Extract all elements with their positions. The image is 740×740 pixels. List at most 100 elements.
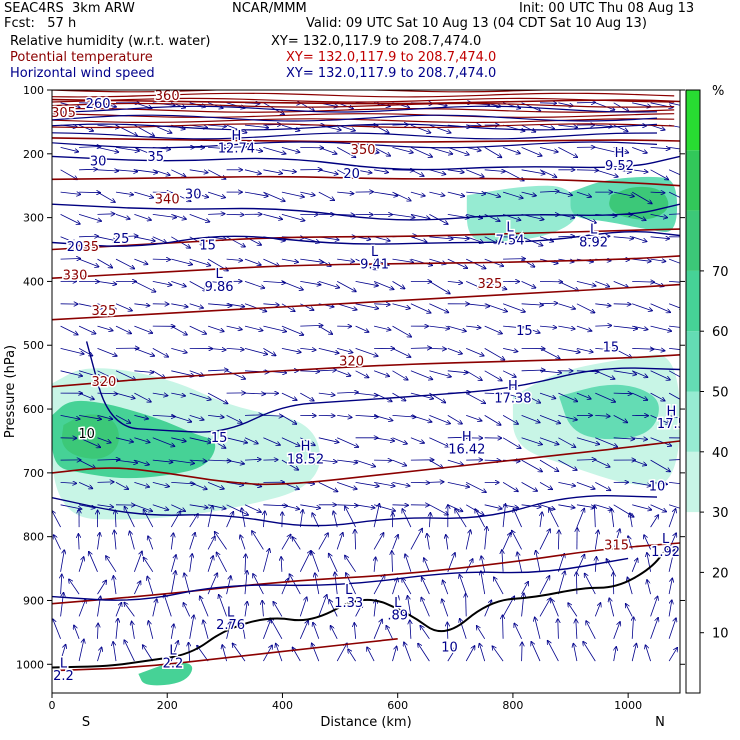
- wind-vector: [558, 147, 577, 157]
- wind-vector: [125, 507, 135, 528]
- rh-region-70: [609, 186, 669, 220]
- wind-vector: [115, 325, 131, 333]
- wind-vector: [447, 647, 457, 662]
- hl-marker-kind: H: [462, 430, 472, 445]
- wind-vector: [189, 303, 203, 308]
- wind-vector: [373, 533, 384, 550]
- wind-vector: [207, 437, 225, 448]
- wind-vector: [632, 214, 646, 220]
- wind-vector: [281, 170, 296, 172]
- wind-contour-upper: [52, 132, 658, 140]
- wind-vector: [484, 303, 507, 312]
- wind-vector: [429, 303, 448, 313]
- wind-vector: [613, 147, 629, 152]
- wind-vector: [613, 393, 632, 394]
- wind-vector: [244, 348, 267, 354]
- hl-marker-kind: L: [345, 583, 353, 598]
- theta-contour-label: 315: [604, 538, 629, 553]
- wind-vector: [595, 415, 610, 416]
- wind-vector: [318, 533, 328, 550]
- wind-vector: [484, 281, 507, 289]
- wind-vector: [189, 504, 208, 508]
- colorbar-tick-label: 50: [712, 386, 729, 401]
- wind-vector: [373, 619, 382, 639]
- wind-vector: [337, 348, 352, 352]
- wind-vector: [669, 213, 680, 215]
- wind-vector: [521, 370, 545, 371]
- wind-vector: [263, 191, 284, 201]
- theta-contour-label: 340: [155, 193, 180, 208]
- wind-vector: [465, 559, 473, 572]
- wind-vector: [115, 258, 134, 269]
- wind-vector: [502, 191, 523, 198]
- wind-vector: [171, 169, 185, 177]
- hl-marker-kind: L: [662, 532, 670, 547]
- hl-marker-value: .89: [387, 609, 408, 624]
- wind-vector: [429, 325, 449, 329]
- wind-vector: [650, 504, 667, 512]
- wind-vector: [466, 482, 486, 492]
- wind-vector: [240, 535, 246, 550]
- colorbar-tick-label: 70: [712, 265, 729, 280]
- wind-vector: [613, 370, 637, 375]
- theta-contour-label: 360: [155, 89, 180, 104]
- wind-vector: [226, 512, 234, 528]
- wind-vector: [97, 505, 114, 507]
- model-title: SEAC4RS 3km ARW: [4, 1, 135, 16]
- wind-vector: [60, 214, 80, 224]
- wind-vector: [517, 552, 522, 572]
- hl-marker-kind: L: [169, 644, 177, 659]
- wind-vector: [650, 214, 668, 217]
- wind-vector: [78, 392, 94, 399]
- wind-vector: [447, 415, 462, 423]
- wind-vector: [134, 304, 149, 306]
- wind-vector: [405, 554, 412, 572]
- wind-vector: [535, 617, 541, 639]
- wind-vector: [113, 576, 117, 595]
- hl-marker-kind: L: [371, 245, 379, 260]
- wind-vector: [481, 556, 486, 572]
- wind-vector: [134, 504, 152, 512]
- wind-vector: [69, 579, 80, 595]
- wind-vector: [134, 482, 149, 487]
- wind-vector: [466, 594, 467, 617]
- wind-contour-label: 260: [86, 97, 111, 112]
- wind-vector: [355, 392, 378, 396]
- wind-vector: [631, 644, 636, 662]
- wind-vector: [171, 624, 174, 639]
- wind-vector: [392, 325, 412, 337]
- hl-marker-value: 18.52: [287, 452, 324, 467]
- wind-vector: [650, 370, 670, 380]
- wind-contour-15: [85, 341, 680, 433]
- wind-vector: [392, 596, 399, 617]
- wind-vector: [429, 415, 450, 423]
- wind-vector: [318, 281, 340, 287]
- wind-vector: [576, 619, 577, 639]
- hl-marker-value: 2.76: [216, 618, 245, 633]
- wind-vector: [134, 169, 157, 173]
- wind-vector: [373, 236, 390, 241]
- wind-vector: [281, 124, 300, 131]
- wind-vector: [632, 482, 651, 485]
- wind-vector: [300, 510, 303, 528]
- wind-vector: [208, 415, 224, 417]
- wind-vector: [152, 169, 170, 175]
- wind-vector: [113, 642, 117, 662]
- wind-vector: [583, 642, 596, 662]
- wind-vector: [668, 618, 676, 639]
- wind-vector: [97, 647, 102, 662]
- wind-vector: [189, 392, 211, 400]
- wind-vector: [576, 555, 585, 572]
- wind-vector: [650, 415, 670, 423]
- y-tick-label: 1000: [16, 658, 44, 671]
- wind-contour-label: 20: [343, 167, 360, 182]
- wind-vector: [299, 621, 308, 639]
- wind-vector: [233, 644, 246, 662]
- wind-vector: [521, 415, 540, 422]
- wind-vector: [354, 623, 355, 639]
- valid-time: Valid: 09 UTC Sat 10 Aug 13 (04 CDT Sat …: [306, 16, 647, 31]
- wind-contour-5: [52, 557, 629, 601]
- wind-vector: [429, 482, 443, 483]
- wind-vector: [60, 415, 80, 419]
- y-tick-label: 600: [23, 403, 44, 416]
